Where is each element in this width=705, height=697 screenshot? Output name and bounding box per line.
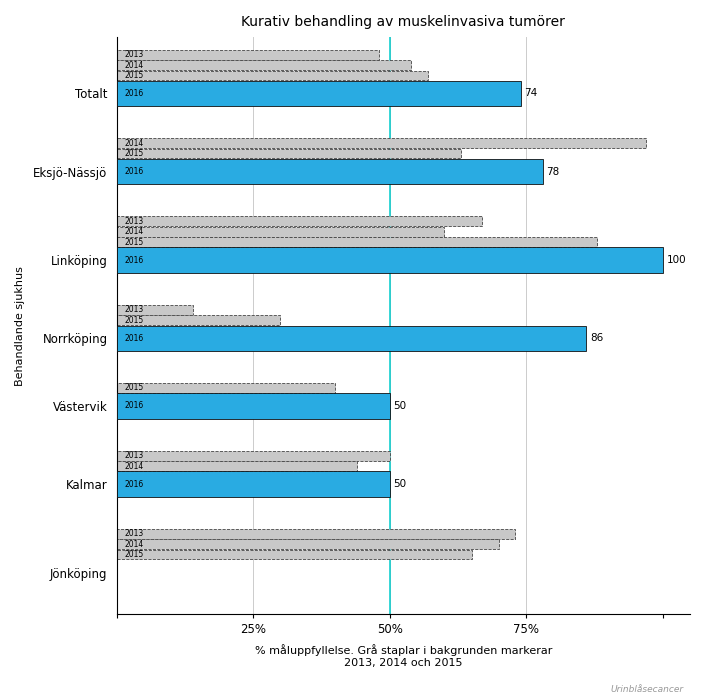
X-axis label: % måluppfyllelse. Grå staplar i bakgrunden markerar
2013, 2014 och 2015: % måluppfyllelse. Grå staplar i bakgrund… bbox=[255, 645, 552, 668]
Bar bbox=[116, 159, 543, 184]
Bar bbox=[116, 471, 390, 497]
Text: 2016: 2016 bbox=[125, 256, 144, 265]
Text: 2015: 2015 bbox=[125, 383, 144, 392]
Text: 2013: 2013 bbox=[125, 451, 144, 460]
Text: 2016: 2016 bbox=[125, 401, 144, 411]
Bar bbox=[116, 461, 357, 471]
Text: 2014: 2014 bbox=[125, 539, 144, 549]
Text: 2015: 2015 bbox=[125, 550, 144, 559]
Bar bbox=[116, 325, 587, 351]
Bar bbox=[116, 539, 499, 549]
Text: 2014: 2014 bbox=[125, 139, 144, 148]
Text: 86: 86 bbox=[590, 333, 603, 343]
Text: 2013: 2013 bbox=[125, 305, 144, 314]
Text: 2016: 2016 bbox=[125, 334, 144, 343]
Text: 2015: 2015 bbox=[125, 149, 144, 158]
Text: 2015: 2015 bbox=[125, 316, 144, 325]
Text: 2016: 2016 bbox=[125, 89, 144, 98]
Bar bbox=[116, 550, 472, 560]
Bar bbox=[116, 305, 193, 314]
Text: 2013: 2013 bbox=[125, 529, 144, 538]
Bar bbox=[116, 393, 390, 419]
Text: 2014: 2014 bbox=[125, 461, 144, 470]
Bar bbox=[116, 315, 281, 325]
Text: 100: 100 bbox=[666, 255, 686, 265]
Text: 2016: 2016 bbox=[125, 480, 144, 489]
Text: 2013: 2013 bbox=[125, 50, 144, 59]
Bar bbox=[116, 148, 460, 158]
Text: 50: 50 bbox=[393, 479, 407, 489]
Text: Urinblåsecancer: Urinblåsecancer bbox=[611, 684, 684, 694]
Bar bbox=[116, 529, 515, 539]
Text: 50: 50 bbox=[393, 401, 407, 411]
Bar bbox=[116, 60, 412, 70]
Text: 2016: 2016 bbox=[125, 167, 144, 176]
Text: 2015: 2015 bbox=[125, 238, 144, 247]
Bar bbox=[116, 217, 482, 226]
Title: Kurativ behandling av muskelinvasiva tumörer: Kurativ behandling av muskelinvasiva tum… bbox=[241, 15, 565, 29]
Bar bbox=[116, 70, 428, 80]
Bar bbox=[116, 49, 379, 59]
Y-axis label: Behandlande sjukhus: Behandlande sjukhus bbox=[15, 266, 25, 385]
Bar bbox=[116, 237, 597, 247]
Bar bbox=[116, 451, 390, 461]
Text: 78: 78 bbox=[546, 167, 560, 176]
Text: 2013: 2013 bbox=[125, 217, 144, 226]
Bar bbox=[116, 247, 663, 273]
Bar bbox=[116, 138, 646, 148]
Text: 2015: 2015 bbox=[125, 71, 144, 80]
Text: 2014: 2014 bbox=[125, 61, 144, 70]
Bar bbox=[116, 227, 444, 236]
Bar bbox=[116, 81, 521, 106]
Text: 2014: 2014 bbox=[125, 227, 144, 236]
Text: 74: 74 bbox=[525, 89, 538, 98]
Bar bbox=[116, 383, 335, 393]
